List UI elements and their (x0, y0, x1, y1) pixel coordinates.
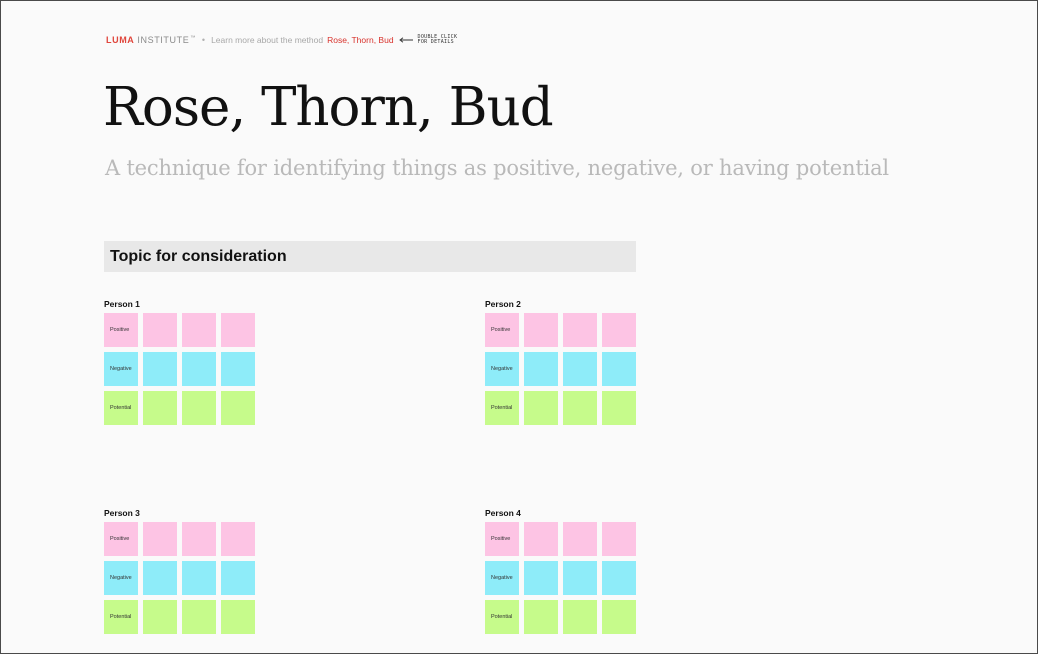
sticky-note-rose[interactable] (221, 313, 255, 347)
sticky-note-rose[interactable] (602, 313, 636, 347)
sticky-note-thorn[interactable] (524, 561, 558, 595)
sticky-note-rose[interactable] (563, 522, 597, 556)
sticky-note-thorn[interactable] (563, 561, 597, 595)
sticky-grid: Positive Negative Potential (104, 522, 255, 634)
sticky-note-rose[interactable] (563, 313, 597, 347)
page-title: Rose, Thorn, Bud (103, 77, 554, 138)
sticky-grid: Positive Negative Potential (485, 522, 636, 634)
person-label: Person 3 (104, 508, 140, 518)
sticky-note-bud[interactable] (563, 600, 597, 634)
page-subtitle: A technique for identifying things as po… (105, 156, 889, 180)
sticky-note-bud[interactable] (143, 391, 177, 425)
sticky-note-bud[interactable] (182, 600, 216, 634)
brand-trademark: ™ (190, 35, 196, 41)
person-label: Person 2 (485, 299, 521, 309)
sticky-note-bud[interactable] (221, 600, 255, 634)
sticky-grid: Positive Negative Potential (485, 313, 636, 425)
sticky-note-bud[interactable] (602, 600, 636, 634)
hint-line-1: DOUBLE CLICK (417, 33, 458, 40)
sticky-note-thorn[interactable] (182, 561, 216, 595)
sticky-note-rose[interactable] (524, 522, 558, 556)
person-board-1: Person 1 Positive Negative Potential (104, 299, 255, 425)
brand-institute: INSTITUTE (137, 35, 190, 45)
person-board-2: Person 2 Positive Negative Potential (485, 299, 636, 425)
hint-line-2: FOR DETAILS (417, 39, 454, 45)
learn-more-text: Learn more about the method (211, 35, 324, 45)
sticky-note-bud[interactable] (524, 391, 558, 425)
header-bar: LUMA INSTITUTE ™ • Learn more about the … (106, 34, 457, 46)
sticky-note-bud[interactable] (563, 391, 597, 425)
person-label: Person 4 (485, 508, 521, 518)
sticky-note-rose[interactable] (182, 522, 216, 556)
sticky-note-bud[interactable] (602, 391, 636, 425)
sticky-note-negative-label[interactable]: Negative (104, 561, 138, 595)
sticky-note-thorn[interactable] (221, 561, 255, 595)
sticky-note-thorn[interactable] (602, 561, 636, 595)
double-click-hint: DOUBLE CLICK FOR DETAILS (417, 33, 458, 46)
sticky-note-rose[interactable] (221, 522, 255, 556)
sticky-note-rose[interactable] (143, 522, 177, 556)
sticky-note-bud[interactable] (221, 391, 255, 425)
person-board-4: Person 4 Positive Negative Potential (485, 508, 636, 634)
sticky-note-rose[interactable] (143, 313, 177, 347)
sticky-note-rose[interactable] (524, 313, 558, 347)
sticky-note-positive-label[interactable]: Positive (485, 313, 519, 347)
sticky-note-potential-label[interactable]: Potential (485, 391, 519, 425)
sticky-note-potential-label[interactable]: Potential (485, 600, 519, 634)
sticky-note-thorn[interactable] (524, 352, 558, 386)
sticky-grid: Positive Negative Potential (104, 313, 255, 425)
sticky-note-rose[interactable] (602, 522, 636, 556)
topic-box[interactable]: Topic for consideration (104, 241, 636, 272)
sticky-note-thorn[interactable] (563, 352, 597, 386)
brand-luma: LUMA (106, 35, 135, 45)
sticky-note-potential-label[interactable]: Potential (104, 600, 138, 634)
sticky-note-bud[interactable] (524, 600, 558, 634)
sticky-note-thorn[interactable] (221, 352, 255, 386)
sticky-note-rose[interactable] (182, 313, 216, 347)
sticky-note-negative-label[interactable]: Negative (104, 352, 138, 386)
sticky-note-thorn[interactable] (182, 352, 216, 386)
sticky-note-thorn[interactable] (143, 561, 177, 595)
arrow-left-icon (398, 37, 414, 43)
topic-label: Topic for consideration (110, 248, 287, 265)
sticky-note-negative-label[interactable]: Negative (485, 561, 519, 595)
sticky-note-positive-label[interactable]: Positive (104, 522, 138, 556)
method-link[interactable]: Rose, Thorn, Bud (327, 35, 394, 45)
sticky-note-potential-label[interactable]: Potential (104, 391, 138, 425)
sticky-note-thorn[interactable] (143, 352, 177, 386)
sticky-note-negative-label[interactable]: Negative (485, 352, 519, 386)
sticky-note-positive-label[interactable]: Positive (485, 522, 519, 556)
luma-logo: LUMA INSTITUTE ™ (106, 35, 196, 45)
sticky-note-bud[interactable] (143, 600, 177, 634)
sticky-note-thorn[interactable] (602, 352, 636, 386)
header-separator: • (201, 35, 206, 45)
person-label: Person 1 (104, 299, 140, 309)
person-board-3: Person 3 Positive Negative Potential (104, 508, 255, 634)
sticky-note-bud[interactable] (182, 391, 216, 425)
sticky-note-positive-label[interactable]: Positive (104, 313, 138, 347)
